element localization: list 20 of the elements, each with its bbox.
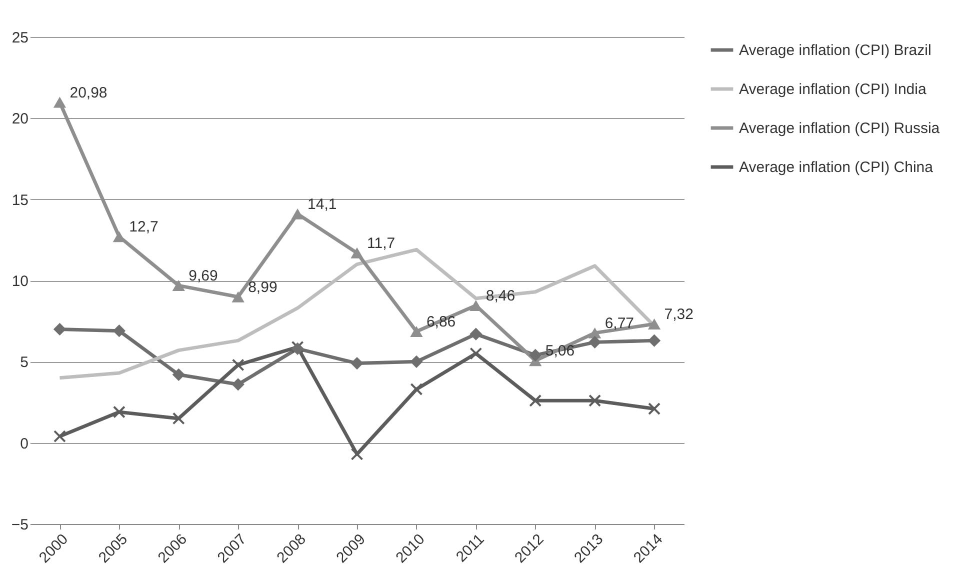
legend-label: Average inflation (CPI) China [739,159,934,176]
legend-label: Average inflation (CPI) Russia [739,120,940,137]
data-label: 12,7 [129,218,158,236]
y-tick-label: 0 [20,435,28,452]
y-tick-label: 15 [12,192,28,209]
data-label: 20,98 [70,84,108,102]
y-tick-label: 5 [20,354,28,372]
legend-label: Average inflation (CPI) India [739,81,927,98]
data-label: 8,46 [486,288,516,304]
data-label: 11,7 [367,234,396,252]
y-tick-label: 25 [12,30,28,46]
y-tick-label: 10 [12,273,28,290]
y-tick-label: 20 [12,110,28,128]
y-tick-label: −5 [11,516,28,534]
legend-label: Average inflation (CPI) Brazil [739,42,932,59]
data-label: 9,69 [188,268,218,285]
data-label: 7,32 [664,306,694,324]
data-label: 8,99 [248,278,278,296]
data-label: 14,1 [308,196,337,213]
data-label: 6,77 [604,314,634,332]
